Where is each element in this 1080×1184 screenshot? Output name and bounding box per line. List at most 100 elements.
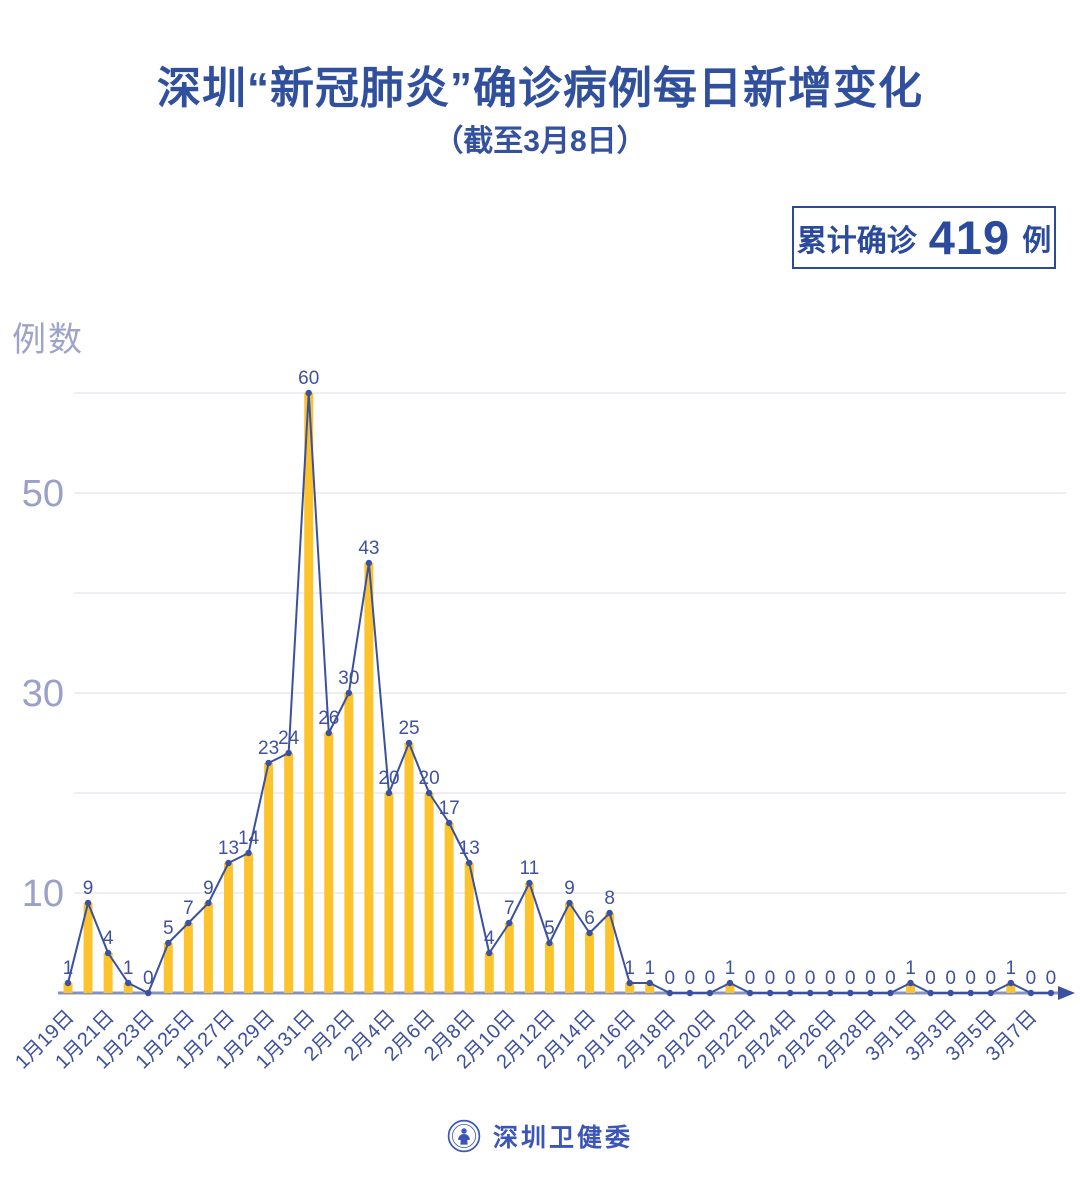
value-label: 17: [439, 798, 460, 819]
data-point: [766, 989, 774, 997]
data-point: [305, 389, 312, 397]
bar: [364, 563, 374, 993]
bar: [544, 943, 554, 993]
bar: [123, 983, 133, 993]
value-label: 0: [685, 968, 696, 989]
data-point: [706, 989, 714, 997]
data-point: [586, 929, 593, 937]
bar: [223, 863, 233, 993]
data-point: [827, 989, 834, 997]
value-label: 20: [419, 768, 440, 789]
bar: [163, 943, 173, 993]
value-label: 1: [1006, 958, 1017, 979]
value-label: 7: [504, 898, 515, 919]
data-point: [205, 899, 212, 907]
bar: [63, 983, 73, 993]
data-point: [927, 989, 934, 997]
bar: [645, 983, 655, 993]
bar: [203, 903, 213, 993]
bar: [344, 693, 354, 993]
value-label: 24: [278, 728, 300, 749]
cumulative-confirmed-badge: 累计确诊 419 例: [792, 206, 1056, 269]
bar: [384, 793, 394, 993]
bar: [524, 883, 534, 993]
data-point: [847, 989, 854, 997]
data-point: [646, 979, 653, 987]
bar: [103, 953, 113, 993]
value-label: 1: [63, 958, 74, 979]
bar: [304, 393, 314, 993]
data-point: [325, 729, 332, 737]
value-label: 0: [925, 968, 936, 989]
value-label: 4: [484, 928, 495, 949]
value-label: 11: [520, 858, 540, 879]
badge-unit: 例: [1022, 224, 1052, 257]
bar: [264, 763, 274, 993]
value-label: 0: [825, 968, 836, 989]
data-point: [245, 849, 252, 857]
data-point: [445, 819, 453, 827]
value-label: 13: [218, 838, 239, 859]
data-point: [165, 939, 172, 947]
value-label: 23: [258, 738, 279, 759]
bar: [444, 823, 454, 993]
value-label: 0: [745, 968, 756, 989]
data-point: [345, 689, 353, 697]
value-label: 0: [1026, 968, 1037, 989]
value-label: 7: [183, 898, 194, 919]
value-label: 26: [318, 708, 339, 729]
data-point: [666, 989, 673, 997]
data-point: [405, 739, 413, 747]
value-label: 0: [865, 968, 876, 989]
y-tick-label: 10: [22, 873, 64, 915]
value-label: 0: [945, 968, 956, 989]
data-point: [124, 979, 132, 987]
bar: [585, 933, 595, 993]
data-point: [807, 989, 814, 997]
data-point: [947, 989, 954, 997]
data-point: [967, 989, 974, 997]
data-point: [506, 919, 513, 927]
data-point: [1027, 989, 1035, 997]
bar: [464, 863, 474, 993]
data-point: [145, 989, 152, 997]
value-label: 13: [459, 838, 480, 859]
bar: [183, 923, 193, 993]
value-label: 1: [644, 958, 655, 979]
value-label: 43: [358, 538, 379, 559]
bar: [284, 753, 294, 993]
data-point: [546, 939, 553, 947]
x-axis-arrow-icon: [1058, 986, 1075, 1000]
data-point: [84, 899, 92, 907]
value-label: 5: [544, 918, 555, 939]
bar: [625, 983, 635, 993]
value-label: 0: [1046, 968, 1057, 989]
value-label: 8: [604, 888, 615, 909]
value-label: 0: [965, 968, 976, 989]
data-point: [64, 979, 72, 987]
bar: [244, 853, 254, 993]
value-label: 9: [564, 878, 575, 899]
value-label: 0: [705, 968, 716, 989]
bar: [83, 903, 93, 993]
bar: [565, 903, 574, 993]
value-label: 6: [584, 908, 595, 929]
value-label: 20: [378, 768, 399, 789]
bar: [1006, 983, 1016, 993]
value-label: 0: [765, 968, 776, 989]
value-label: 1: [624, 958, 635, 979]
data-point: [566, 899, 573, 907]
data-point: [1047, 989, 1055, 997]
data-point: [425, 789, 433, 797]
badge-label: 累计确诊: [796, 224, 917, 258]
y-tick-label: 50: [22, 473, 64, 515]
data-point: [225, 859, 232, 867]
bar: [504, 923, 514, 993]
value-label: 0: [143, 968, 154, 989]
bar: [424, 793, 434, 993]
data-point: [526, 879, 533, 887]
value-label: 5: [163, 918, 174, 939]
data-point: [746, 989, 754, 997]
value-label: 0: [805, 968, 816, 989]
